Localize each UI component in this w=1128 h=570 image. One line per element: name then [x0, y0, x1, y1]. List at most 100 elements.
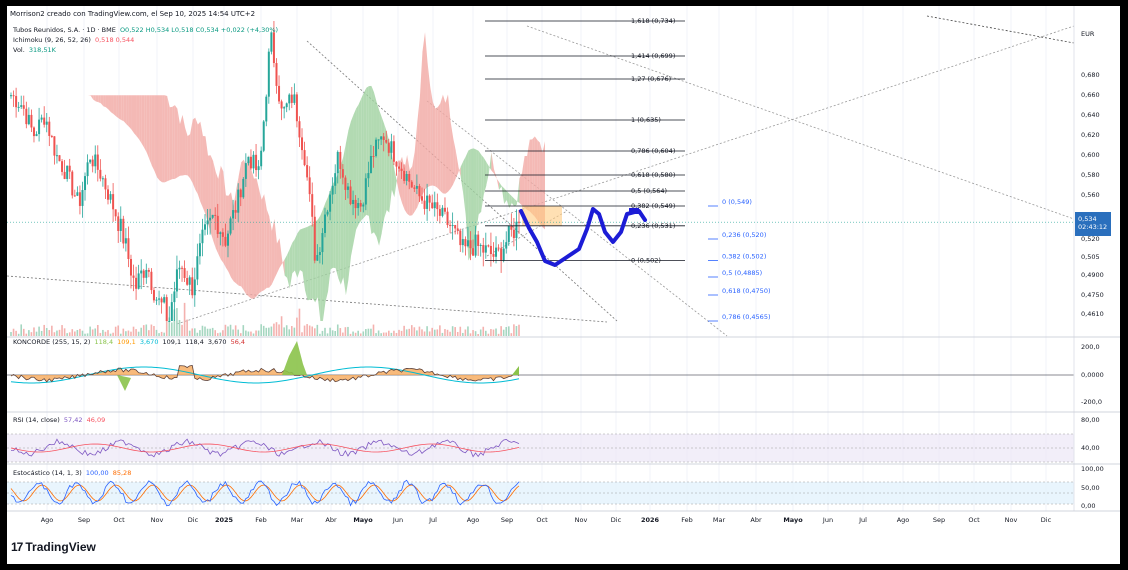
candle-body	[191, 277, 194, 296]
cloud-segment	[481, 154, 484, 212]
cloud-segment	[391, 155, 395, 198]
volume-bar	[467, 326, 469, 336]
candle-body	[410, 181, 413, 188]
cloud-segment	[340, 156, 344, 285]
candle-body	[86, 162, 89, 177]
candle-body	[352, 199, 355, 205]
cloud-segment	[197, 121, 201, 202]
cloud-segment	[179, 114, 183, 176]
symbol-legend[interactable]: Tubos Reunidos, S.A. · 1D · BME O0,522 H…	[13, 26, 278, 34]
stochastic-legend[interactable]: Estocástico (14, 1, 3) 100,00 85,28	[13, 469, 131, 477]
candle-body	[147, 269, 150, 272]
volume-bar	[459, 326, 462, 336]
cloud-segment	[266, 209, 270, 288]
candle-body	[135, 277, 138, 289]
candle-body	[214, 214, 217, 216]
volume-bar	[497, 333, 500, 336]
cloud-segment	[284, 254, 288, 278]
volume-bar	[349, 333, 352, 336]
candle-body	[78, 192, 81, 206]
cloud-segment	[455, 150, 459, 179]
volume-bar	[270, 326, 273, 336]
koncorde-value: 118,4	[185, 338, 204, 346]
cloud-segment	[162, 95, 165, 183]
cloud-segment	[174, 105, 178, 179]
volume-bar	[301, 332, 303, 336]
volume-bar	[237, 329, 239, 336]
candle-body	[94, 154, 97, 167]
cloud-segment	[417, 96, 420, 208]
volume-bar	[400, 330, 403, 336]
candle-body	[117, 216, 120, 231]
candle-body	[48, 121, 51, 136]
cloud-segment	[529, 139, 533, 215]
cloud-segment	[425, 32, 428, 190]
candle-body	[30, 114, 33, 128]
candle-body	[512, 229, 515, 239]
cloud-segment	[493, 169, 497, 179]
cloud-segment	[134, 95, 137, 137]
cloud-segment	[504, 188, 507, 205]
volume-bar	[30, 332, 33, 336]
koncorde-brown-line	[10, 365, 520, 383]
candle-body	[249, 156, 252, 169]
cloud-segment	[118, 95, 122, 120]
candle-body	[265, 96, 268, 122]
volume-bar	[306, 324, 308, 336]
volume-bar	[168, 317, 171, 336]
candle-body	[55, 155, 58, 157]
volume-bar	[114, 326, 117, 336]
tradingview-logo[interactable]: 17 TradingView	[11, 540, 96, 554]
candle-body	[466, 240, 469, 247]
candle-body	[484, 245, 487, 253]
time-tick-label: Abr	[750, 516, 762, 524]
candle-body	[129, 258, 132, 276]
volume-bar	[418, 326, 421, 336]
projection-marker	[629, 208, 639, 214]
stochastic-k-line	[10, 479, 520, 507]
chart-canvas[interactable]: 1,618 (0,734) 1,414 (0,699) 1,27 (0,676) 1 …	[7, 6, 1120, 564]
cloud-segment	[256, 178, 260, 297]
candle-body	[150, 271, 153, 291]
cloud-segment	[116, 95, 119, 119]
candle-body	[89, 159, 92, 163]
candle-body	[81, 190, 84, 206]
rsi-legend[interactable]: RSI (14, close) 57,42 46,09	[13, 416, 105, 424]
volume-legend[interactable]: Vol. 318,51K	[13, 46, 56, 54]
ichimoku-legend[interactable]: Ichimoku (9, 26, 52, 26) 0,518 0,544	[13, 36, 134, 44]
candle-body	[216, 215, 219, 235]
volume-bar	[268, 327, 270, 336]
volume-bar	[293, 327, 296, 336]
volume-bar	[153, 325, 155, 336]
stochastic-pane	[7, 479, 1074, 507]
volume-bar	[89, 326, 91, 336]
volume-bar	[61, 325, 63, 336]
candle-body	[224, 236, 227, 246]
volume-bar	[183, 302, 186, 336]
candle-body	[25, 108, 28, 125]
candle-body	[400, 168, 403, 171]
fib-ext-label: 0,236 (0,520)	[722, 231, 766, 239]
candle-body	[472, 248, 475, 256]
cloud-segment	[172, 105, 175, 180]
fibonacci-extension: 0 (0,549) 0,236 (0,520) 0,382 (0,502) 0,5 (…	[708, 198, 771, 322]
time-tick-label: Oct	[968, 516, 980, 524]
cloud-segment	[519, 173, 523, 206]
stochastic-tick-label: 50,00	[1081, 484, 1100, 492]
cloud-segment	[123, 95, 127, 125]
rsi-tick-label: 40,00	[1081, 444, 1100, 452]
candle-body	[152, 290, 155, 301]
rsi-line	[10, 438, 520, 458]
candle-body	[101, 178, 104, 180]
candle-body	[237, 189, 240, 213]
volume-bar	[191, 328, 194, 336]
candle-body	[68, 165, 71, 172]
volume-bar	[252, 333, 255, 336]
volume-bar	[171, 322, 173, 336]
cloud-segment	[442, 94, 446, 194]
koncorde-legend[interactable]: KONCORDE (255, 15, 2) 118,4 109,1 3,670 …	[13, 338, 245, 346]
candle-body	[257, 166, 260, 171]
time-tick-label: Mayo	[783, 516, 803, 524]
price-tick-label: 0,660	[1081, 91, 1100, 99]
volume-bar	[398, 329, 400, 336]
